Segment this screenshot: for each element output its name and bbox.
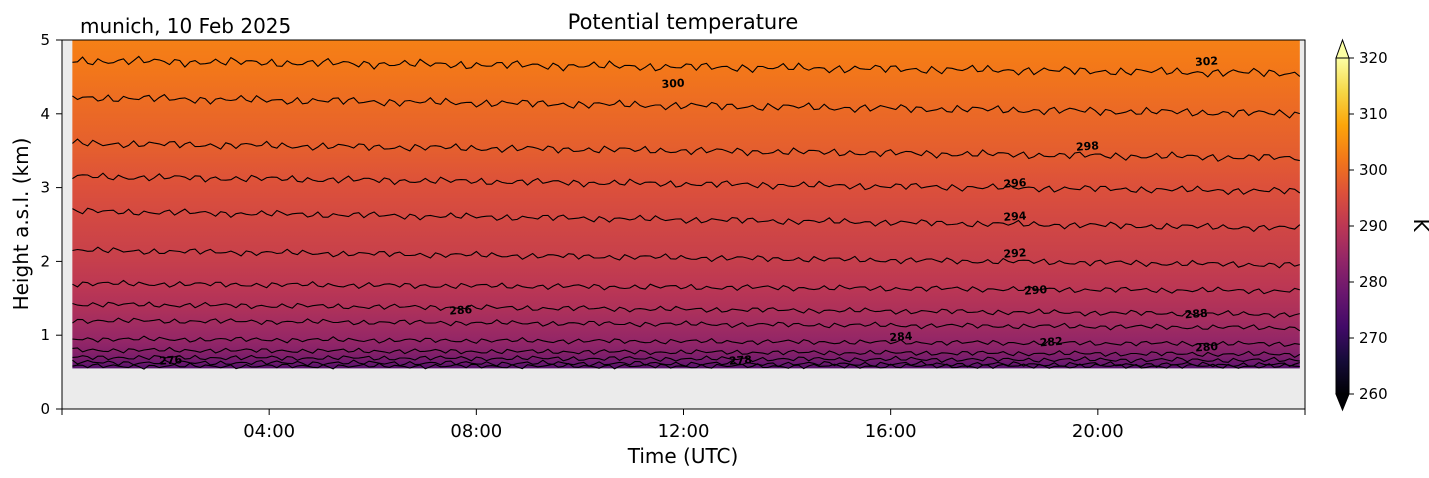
isoline-290	[72, 279, 1300, 295]
colorbar: 260 270 280 290 300 310 320 K	[1335, 38, 1429, 412]
y-axis-ticks: 0 1 2 3 4 5	[40, 31, 62, 418]
contour-label-286: 286	[449, 303, 473, 318]
x-tick-label: 08:00	[450, 421, 502, 442]
colorbar-tick-label: 290	[1359, 217, 1388, 235]
colorbar-body	[1335, 57, 1350, 395]
isoline-294	[72, 207, 1301, 233]
x-tick-label: 16:00	[865, 421, 917, 442]
y-tick-label: 0	[40, 400, 50, 418]
contour-label-298: 298	[1076, 139, 1100, 154]
y-tick-label: 4	[40, 105, 50, 123]
contour-label-294: 294	[1003, 209, 1027, 224]
isoline-300	[72, 93, 1300, 119]
x-axis-label: Time (UTC)	[627, 444, 739, 468]
isoline-282	[72, 346, 1301, 358]
colorbar-ticks: 260 270 280 290 300 310 320	[1349, 49, 1388, 403]
isoline-286	[72, 317, 1301, 332]
colorbar-tick-label: 300	[1359, 161, 1388, 179]
x-axis-ticks: 04:00 08:00 12:00 16:00 20:00	[61, 409, 1306, 442]
contour-label-280: 280	[1195, 340, 1219, 355]
y-tick-label: 3	[40, 179, 50, 197]
contour-label-292: 292	[1003, 246, 1027, 261]
isoline-302	[72, 55, 1301, 78]
x-tick-label: 20:00	[1072, 421, 1124, 442]
colorbar-tick-label: 310	[1359, 105, 1388, 123]
isoline-292	[72, 246, 1300, 269]
y-tick-label: 1	[40, 326, 50, 344]
isoline-278	[72, 359, 1300, 368]
isoline-288	[72, 301, 1300, 319]
contour-label-300: 300	[661, 76, 685, 91]
isoline-280	[72, 354, 1300, 364]
chart-title: Potential temperature	[568, 10, 799, 34]
colorbar-tick-label: 270	[1359, 329, 1388, 347]
y-tick-label: 2	[40, 252, 50, 270]
colorbar-extend-min	[1335, 393, 1350, 412]
contour-label-290: 290	[1024, 283, 1048, 298]
contour-label-282: 282	[1039, 335, 1063, 350]
colorbar-tick-label: 280	[1359, 273, 1388, 291]
isoline-298	[72, 138, 1300, 162]
colorbar-extend-max	[1335, 38, 1350, 59]
y-tick-label: 5	[40, 31, 50, 49]
contour-label-group: 276 278 280 282 284 286 288 290 292 294 296 298 300 3…	[159, 54, 1219, 367]
colorbar-tick-label: 320	[1359, 49, 1388, 67]
x-tick-label: 12:00	[658, 421, 710, 442]
chart-subtitle: munich, 10 Feb 2025	[80, 14, 291, 38]
contour-label-284: 284	[889, 330, 913, 345]
x-tick-label: 04:00	[243, 421, 295, 442]
colorbar-tick-label: 260	[1359, 385, 1388, 403]
contour-label-296: 296	[1003, 176, 1027, 191]
contour-label-278: 278	[729, 353, 753, 368]
isoline-284	[72, 335, 1300, 347]
contour-label-276: 276	[159, 353, 183, 368]
contour-label-302: 302	[1195, 54, 1219, 69]
potential-temperature-field	[72, 40, 1300, 369]
isoline-296	[72, 172, 1301, 196]
isoline-group	[72, 55, 1301, 370]
colorbar-label: K	[1409, 218, 1429, 232]
y-axis-label: Height a.s.l. (km)	[9, 138, 33, 311]
contour-label-288: 288	[1184, 307, 1208, 322]
